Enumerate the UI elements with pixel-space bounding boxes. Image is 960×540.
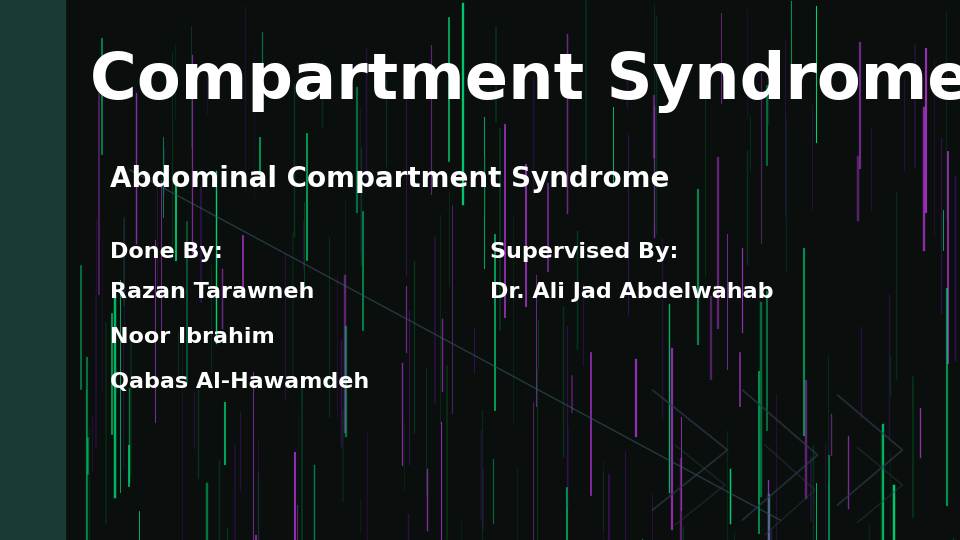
Text: Noor Ibrahim: Noor Ibrahim xyxy=(110,327,275,347)
Bar xyxy=(0,0,65,540)
Text: Abdominal Compartment Syndrome: Abdominal Compartment Syndrome xyxy=(110,165,669,193)
Text: Compartment Syndrome: Compartment Syndrome xyxy=(90,50,960,113)
Text: Razan Tarawneh: Razan Tarawneh xyxy=(110,282,314,302)
Text: Dr. Ali Jad Abdelwahab: Dr. Ali Jad Abdelwahab xyxy=(490,282,774,302)
Text: Supervised By:: Supervised By: xyxy=(490,242,679,262)
Text: Done By:: Done By: xyxy=(110,242,223,262)
Text: Qabas Al-Hawamdeh: Qabas Al-Hawamdeh xyxy=(110,372,370,392)
